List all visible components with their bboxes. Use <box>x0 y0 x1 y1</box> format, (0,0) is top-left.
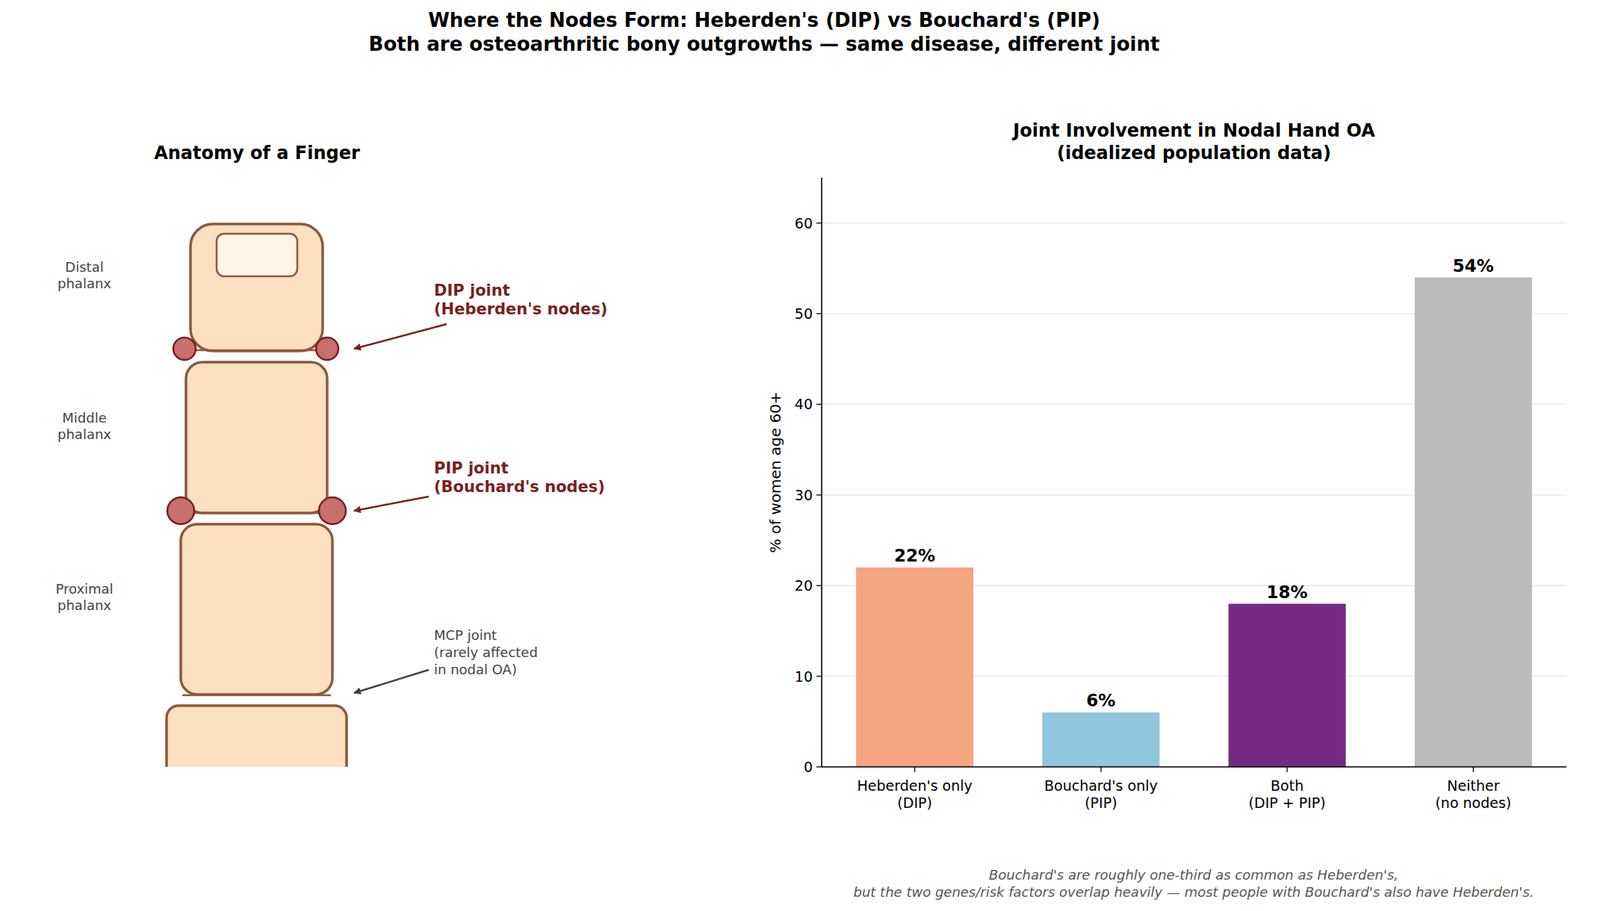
text-line: phalanx <box>57 426 112 443</box>
x-tick <box>914 767 916 773</box>
text-line: (PIP) <box>1084 794 1117 812</box>
arrow <box>354 324 447 349</box>
data-label: 22% <box>894 546 936 566</box>
y-tick-label: 10 <box>794 668 813 685</box>
arrow <box>354 496 429 511</box>
grid-line <box>821 222 1567 224</box>
arrow <box>354 670 429 694</box>
text-line: phalanx <box>57 597 112 614</box>
node <box>167 497 195 525</box>
y-tick-label: 60 <box>794 215 813 232</box>
joint-label: DIP joint(Heberden's nodes) <box>433 281 608 319</box>
joint-label: PIP joint(Bouchard's nodes) <box>433 459 606 496</box>
panel-title: Anatomy of a Finger <box>153 142 361 164</box>
text-line: Bouchard's are roughly one-third as comm… <box>988 867 1399 883</box>
nail <box>216 233 298 277</box>
node <box>173 337 196 361</box>
segment-label: Proximalphalanx <box>55 581 113 614</box>
mcp-line <box>182 694 331 697</box>
title: Where the Nodes Form: Heberden's (DIP) v… <box>428 8 1101 32</box>
y-tick <box>816 494 822 496</box>
text-line: DIP joint <box>433 281 511 300</box>
bar-chart: Joint Involvement in Nodal Hand OA(ideal… <box>766 120 1567 812</box>
data-label: 54% <box>1452 256 1494 276</box>
dip-line <box>186 349 329 352</box>
text-line: (idealized population data) <box>1056 142 1332 164</box>
text-line: Proximal <box>55 581 113 597</box>
x-tick <box>1473 767 1474 773</box>
bars <box>856 277 1533 768</box>
joint-label: MCP joint(rarely affectedin nodal OA) <box>433 627 538 678</box>
text-line: Heberden's only <box>856 777 972 795</box>
x-axis <box>821 766 1567 768</box>
footnote: Bouchard's are roughly one-third as comm… <box>853 867 1535 901</box>
text-line: Neither <box>1446 777 1500 795</box>
text-line: in nodal OA) <box>433 661 517 678</box>
y-tick <box>816 312 822 314</box>
text-line: (DIP) <box>897 794 933 812</box>
proximal-phalanx <box>180 524 333 695</box>
text-line: (Bouchard's nodes) <box>433 478 606 496</box>
y-tick-label: 30 <box>794 487 813 504</box>
text-line: (rarely affected <box>433 644 538 661</box>
text-line: (no nodes) <box>1434 794 1512 812</box>
y-tick <box>816 404 822 405</box>
bar <box>856 567 974 768</box>
text-line: MCP joint <box>433 627 497 644</box>
y-tick <box>816 766 822 768</box>
figure: Where the Nodes Form: Heberden's (DIP) v… <box>0 0 1600 911</box>
segment-label: Distalphalanx <box>57 259 112 292</box>
y-tick-label: 40 <box>794 395 813 413</box>
text-line: PIP joint <box>433 459 509 478</box>
bar <box>1042 712 1160 768</box>
finger-diagram: Anatomy of a FingerDistalphalanxMiddleph… <box>55 142 608 803</box>
y-tick <box>816 585 822 587</box>
text-line: Distal <box>64 259 104 275</box>
text-line: (DIP + PIP) <box>1248 794 1326 812</box>
distal-phalanx <box>190 224 323 352</box>
text-line: but the two genes/risk factors overlap h… <box>853 884 1535 901</box>
text-line: Middle <box>61 410 107 426</box>
x-tick-label: Bouchard's only(PIP) <box>1044 777 1158 812</box>
x-tick <box>1100 767 1102 773</box>
data-label: 18% <box>1266 582 1308 603</box>
x-tick-label: Neither(no nodes) <box>1434 777 1512 812</box>
node <box>318 497 346 525</box>
y-tick-label: 20 <box>794 577 813 594</box>
y-tick <box>816 676 822 677</box>
bar <box>1228 604 1347 768</box>
node <box>315 337 339 361</box>
finger <box>166 224 347 768</box>
y-tick-label: 0 <box>803 758 813 776</box>
segment-label: Middlephalanx <box>57 410 112 443</box>
pip-line <box>186 512 329 515</box>
grid-line <box>821 766 1567 768</box>
middle-phalanx <box>185 362 328 514</box>
chart-title: Joint Involvement in Nodal Hand OA(ideal… <box>1011 120 1376 164</box>
y-axis <box>820 177 823 768</box>
x-tick <box>1286 767 1288 773</box>
x-tick-label: Heberden's only(DIP) <box>856 777 972 812</box>
data-label: 6% <box>1086 690 1116 711</box>
x-tick-label: Both(DIP + PIP) <box>1248 777 1326 812</box>
text-line: (Heberden's nodes) <box>433 300 608 319</box>
text-line: Bouchard's only <box>1044 777 1158 795</box>
text-line: Both <box>1270 777 1304 795</box>
text-line: phalanx <box>57 275 112 292</box>
y-tick-label: 50 <box>794 305 813 322</box>
subtitle: Both are osteoarthritic bony outgrowths … <box>369 32 1161 56</box>
bar <box>1414 277 1533 768</box>
text-line: Joint Involvement in Nodal Hand OA <box>1011 120 1376 142</box>
y-axis-label: % of women age 60+ <box>766 391 785 553</box>
metacarpal <box>166 705 347 768</box>
y-tick <box>816 222 822 224</box>
